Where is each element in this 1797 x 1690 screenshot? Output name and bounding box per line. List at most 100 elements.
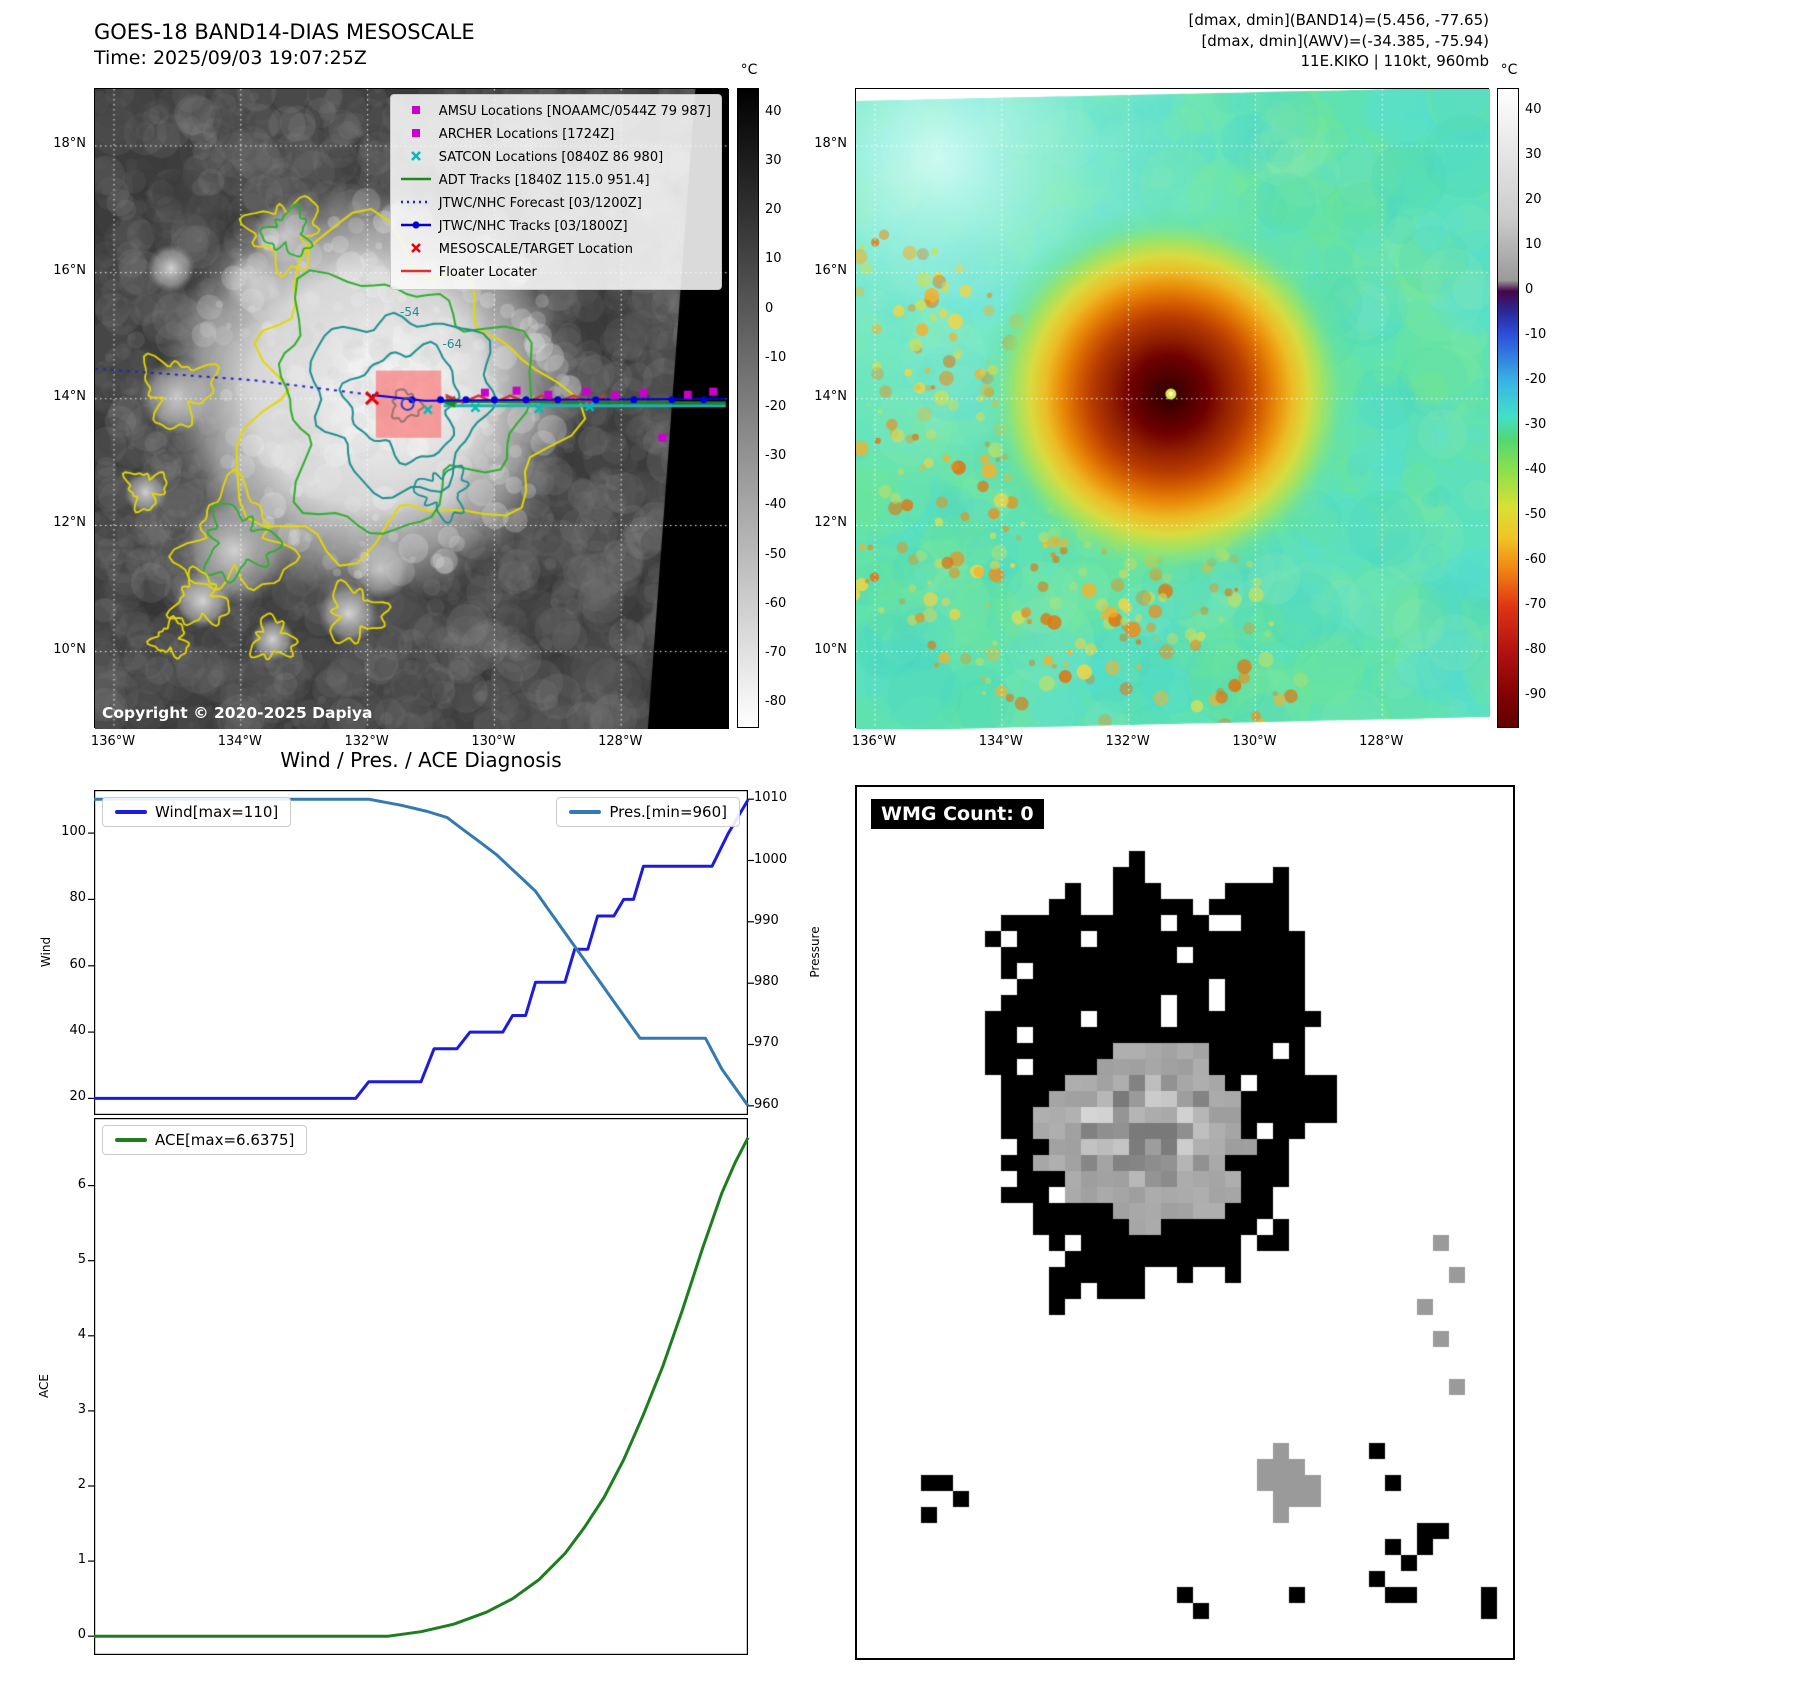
band14-colorbar — [737, 88, 759, 728]
ace-line-sample — [115, 1138, 147, 1142]
ace-tick-label: 5 — [77, 1251, 86, 1267]
x-marker-icon — [399, 240, 433, 259]
legend-label: Floater Locater — [438, 265, 537, 280]
band14-y-tick-label: 18°N — [53, 135, 86, 151]
ace-tick-label: 6 — [77, 1176, 86, 1192]
wind-tick-label: 60 — [69, 956, 86, 972]
legend-label: JTWC/NHC Forecast [03/1200Z] — [438, 196, 642, 211]
legend-item: MESOSCALE/TARGET Location — [399, 240, 711, 259]
ir-colorbar-tick: 40 — [1525, 101, 1542, 117]
ace-legend: ACE[max=6.6375] — [102, 1125, 308, 1155]
pressure-tick-label: 980 — [754, 974, 779, 990]
legend-label: ADT Tracks [1840Z 115.0 951.4] — [438, 173, 650, 188]
ace-legend-label: ACE[max=6.6375] — [155, 1131, 295, 1149]
ir-map-panel — [855, 88, 1490, 729]
storm-stats-header: [dmax, dmin](BAND14)=(5.456, -77.65) [dm… — [855, 10, 1489, 72]
band14-colorbar-unit: °C — [740, 62, 758, 78]
band14-colorbar-tick: -50 — [765, 546, 787, 562]
legend-item: SATCON Locations [0840Z 86 980] — [399, 148, 711, 167]
wind-tick-label: 80 — [69, 890, 86, 906]
line-dot-marker-icon — [399, 217, 433, 236]
band14-x-tick-label: 130°W — [471, 734, 516, 749]
panel-time: Time: 2025/09/03 19:07:25Z — [94, 47, 367, 69]
band14-y-tick-label: 16°N — [53, 262, 86, 278]
legend-label: ARCHER Locations [1724Z] — [438, 127, 615, 142]
pressure-tick-label: 990 — [754, 912, 779, 928]
legend-label: MESOSCALE/TARGET Location — [438, 242, 633, 257]
map-legend: AMSU Locations [NOAAMC/0544Z 79 987] ARCH… — [389, 94, 722, 290]
legend-item: JTWC/NHC Tracks [03/1800Z] — [399, 217, 711, 236]
ir-colorbar-tick: 0 — [1525, 281, 1534, 297]
ir-x-tick-label: 136°W — [851, 734, 897, 749]
pressure-tick-label: 970 — [754, 1035, 779, 1051]
wind-tick-label: 20 — [69, 1089, 86, 1105]
wind-legend: Wind[max=110] — [102, 797, 292, 827]
pressure-tick-label: 960 — [754, 1096, 779, 1112]
band14-x-tick-label: 134°W — [217, 734, 262, 749]
diagnosis-title: Wind / Pres. / ACE Diagnosis — [280, 748, 562, 772]
pressure-legend-label: Pres.[min=960] — [609, 803, 727, 821]
band14-colorbar-tick: -80 — [765, 694, 787, 710]
wind-line-sample — [115, 810, 147, 814]
contour-label: -54 — [400, 305, 420, 320]
ace-tick-label: 0 — [77, 1627, 86, 1643]
band14-x-tick-label: 132°W — [344, 734, 389, 749]
legend-label: JTWC/NHC Tracks [03/1800Z] — [438, 219, 628, 234]
band14-y-tick-label: 10°N — [53, 641, 86, 657]
pressure-tick-label: 1010 — [754, 790, 788, 806]
panel-title-band14: GOES-18 BAND14-DIAS MESOSCALE — [94, 20, 475, 44]
wmg-image — [857, 787, 1513, 1658]
ir-colorbar-tick: -80 — [1525, 642, 1547, 658]
ace-tick-label: 4 — [77, 1326, 86, 1342]
dmax-dmin-awv: [dmax, dmin](AWV)=(-34.385, -75.94) — [1201, 31, 1489, 50]
band14-map-panel: AMSU Locations [NOAAMC/0544Z 79 987] ARCH… — [94, 88, 729, 729]
ir-colorbar-tick: -60 — [1525, 552, 1547, 568]
ir-colorbar-tick: 10 — [1525, 236, 1542, 252]
ir-y-tick-label: 16°N — [814, 262, 847, 278]
ir-x-tick-label: 130°W — [1232, 734, 1277, 749]
wind-legend-label: Wind[max=110] — [155, 803, 279, 821]
pressure-tick-label: 1000 — [754, 851, 788, 867]
ir-y-tick-label: 12°N — [814, 515, 847, 531]
ace-chart — [88, 1118, 750, 1655]
band14-colorbar-tick: -60 — [765, 595, 787, 611]
ace-axis-label: ACE — [37, 1374, 51, 1398]
contour-label: -64 — [442, 337, 463, 352]
copyright-text: Copyright © 2020-2025 Dapiya — [102, 704, 373, 722]
ir-colorbar-tick: -40 — [1525, 462, 1547, 478]
ir-colorbar-tick: -10 — [1525, 326, 1547, 342]
ir-colorbar-tick: -30 — [1525, 417, 1547, 433]
ir-satellite-image — [856, 89, 1490, 729]
band14-colorbar-tick: -70 — [765, 645, 787, 661]
ir-colorbar — [1497, 88, 1519, 728]
ace-tick-label: 1 — [77, 1552, 86, 1568]
band14-x-tick-label: 128°W — [598, 734, 643, 749]
band14-x-tick-label: 136°W — [90, 734, 136, 749]
ir-x-tick-label: 134°W — [978, 734, 1023, 749]
band14-y-tick-label: 14°N — [53, 388, 86, 404]
x-marker-icon — [399, 148, 433, 167]
ir-colorbar-tick: 20 — [1525, 191, 1542, 207]
legend-item: AMSU Locations [NOAAMC/0544Z 79 987] — [399, 102, 711, 121]
legend-label: AMSU Locations [NOAAMC/0544Z 79 987] — [438, 104, 711, 119]
band14-colorbar-tick: -20 — [765, 399, 787, 414]
ir-y-tick-label: 14°N — [814, 388, 847, 404]
dmax-dmin-band14: [dmax, dmin](BAND14)=(5.456, -77.65) — [1188, 11, 1489, 29]
dotted-marker-icon — [399, 194, 433, 213]
legend-label: SATCON Locations [0840Z 86 980] — [438, 150, 664, 165]
legend-item: ARCHER Locations [1724Z] — [399, 125, 711, 144]
ir-y-tick-label: 18°N — [814, 135, 847, 151]
ir-colorbar-tick: -50 — [1525, 507, 1547, 523]
ace-tick-label: 2 — [77, 1477, 86, 1492]
ir-colorbar-tick: 30 — [1525, 146, 1542, 162]
square-marker-icon — [399, 125, 433, 144]
ace-tick-label: 3 — [77, 1401, 86, 1417]
wind-tick-label: 100 — [61, 824, 86, 840]
band14-colorbar-tick: -10 — [765, 349, 787, 365]
band14-colorbar-tick: 40 — [765, 103, 782, 119]
band14-colorbar-tick: 0 — [765, 300, 774, 316]
band14-colorbar-tick: -30 — [765, 448, 787, 464]
wind-tick-label: 40 — [69, 1023, 86, 1039]
ir-colorbar-tick: -90 — [1525, 687, 1547, 703]
legend-item: JTWC/NHC Forecast [03/1200Z] — [399, 194, 711, 213]
